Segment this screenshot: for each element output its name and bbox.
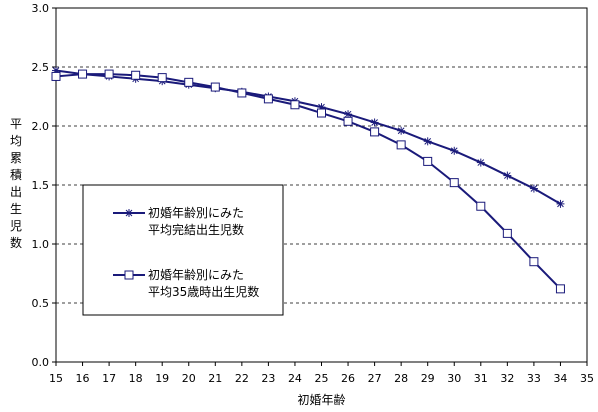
x-tick-label: 25 xyxy=(315,372,329,385)
legend-label: 平均35歳時出生児数 xyxy=(148,284,259,299)
y-tick-label: 0.5 xyxy=(32,297,50,310)
series-births-at-35 xyxy=(51,69,565,294)
grid-lines xyxy=(56,66,587,304)
data-point-square xyxy=(210,82,220,92)
y-tick-label: 2.0 xyxy=(32,120,50,133)
data-point-square xyxy=(131,70,141,80)
y-tick-label: 3.0 xyxy=(32,2,50,15)
data-point-square xyxy=(449,178,459,188)
x-axis-label: 初婚年齢 xyxy=(297,392,345,407)
x-tick-label: 21 xyxy=(208,372,222,385)
x-tick-label: 33 xyxy=(527,372,541,385)
y-tick-label: 1.0 xyxy=(32,238,50,251)
x-tick-labels: 15 16 17 18 19 20 21 22 23 24 25 26 27 28 29 30 31 32 33 34… xyxy=(49,372,594,385)
y-tick-label: 0.0 xyxy=(32,356,50,369)
x-tick-label: 17 xyxy=(102,372,116,385)
legend-label: 平均完結出生児数 xyxy=(148,222,244,237)
x-tick-label: 15 xyxy=(49,372,63,385)
legend-label: 初婚年齢別にみた xyxy=(148,205,244,220)
x-tick-label: 31 xyxy=(474,372,488,385)
data-point-asterisk xyxy=(476,158,485,167)
legend-box xyxy=(82,184,284,316)
x-tick-label: 20 xyxy=(182,372,196,385)
x-tick-label: 19 xyxy=(155,372,169,385)
data-point-asterisk xyxy=(423,137,432,146)
data-point-square xyxy=(423,156,433,166)
x-tick-label: 35 xyxy=(580,372,594,385)
data-point-square xyxy=(343,116,353,126)
data-point-square xyxy=(184,77,194,87)
data-point-square xyxy=(396,140,406,150)
x-tick-label: 27 xyxy=(368,372,382,385)
x-tick-label: 26 xyxy=(341,372,355,385)
axes xyxy=(52,7,588,366)
data-point-asterisk xyxy=(450,146,459,155)
data-point-asterisk xyxy=(125,209,133,217)
x-tick-label: 29 xyxy=(421,372,435,385)
legend-label: 初婚年齢別にみた xyxy=(148,267,244,282)
data-point-square xyxy=(370,127,380,137)
data-point-square xyxy=(317,108,326,118)
data-point-square xyxy=(78,69,88,79)
data-point-asterisk xyxy=(556,199,565,208)
data-point-square xyxy=(555,284,565,294)
data-point-square xyxy=(157,73,167,83)
data-point-square xyxy=(290,100,300,110)
data-point-square xyxy=(51,71,61,81)
data-point-asterisk xyxy=(370,118,379,127)
x-tick-label: 24 xyxy=(288,372,302,385)
data-point-square xyxy=(529,257,539,267)
x-tick-label: 16 xyxy=(76,372,90,385)
data-point-asterisk xyxy=(503,171,512,180)
x-tick-label: 23 xyxy=(261,372,275,385)
x-tick-label: 30 xyxy=(447,372,461,385)
x-tick-label: 18 xyxy=(129,372,143,385)
data-point-square xyxy=(476,201,486,211)
data-point-square xyxy=(263,94,273,104)
data-point-square xyxy=(237,88,247,98)
data-point-asterisk xyxy=(529,184,538,193)
y-tick-label: 2.5 xyxy=(32,61,50,74)
series-group xyxy=(51,66,565,294)
data-point-square xyxy=(104,69,114,79)
x-tick-label: 32 xyxy=(500,372,514,385)
data-point-asterisk xyxy=(397,126,406,135)
y-tick-labels: 0.0 0.5 1.0 1.5 2.0 2.5 3.0 xyxy=(32,2,50,369)
x-tick-label: 22 xyxy=(235,372,249,385)
data-point-square xyxy=(124,270,134,280)
x-tick-label: 34 xyxy=(553,372,567,385)
x-tick-label: 28 xyxy=(394,372,408,385)
y-axis-label: 平均累積出生児数 xyxy=(10,117,22,250)
data-point-square xyxy=(502,228,512,238)
y-tick-label: 1.5 xyxy=(32,179,50,192)
